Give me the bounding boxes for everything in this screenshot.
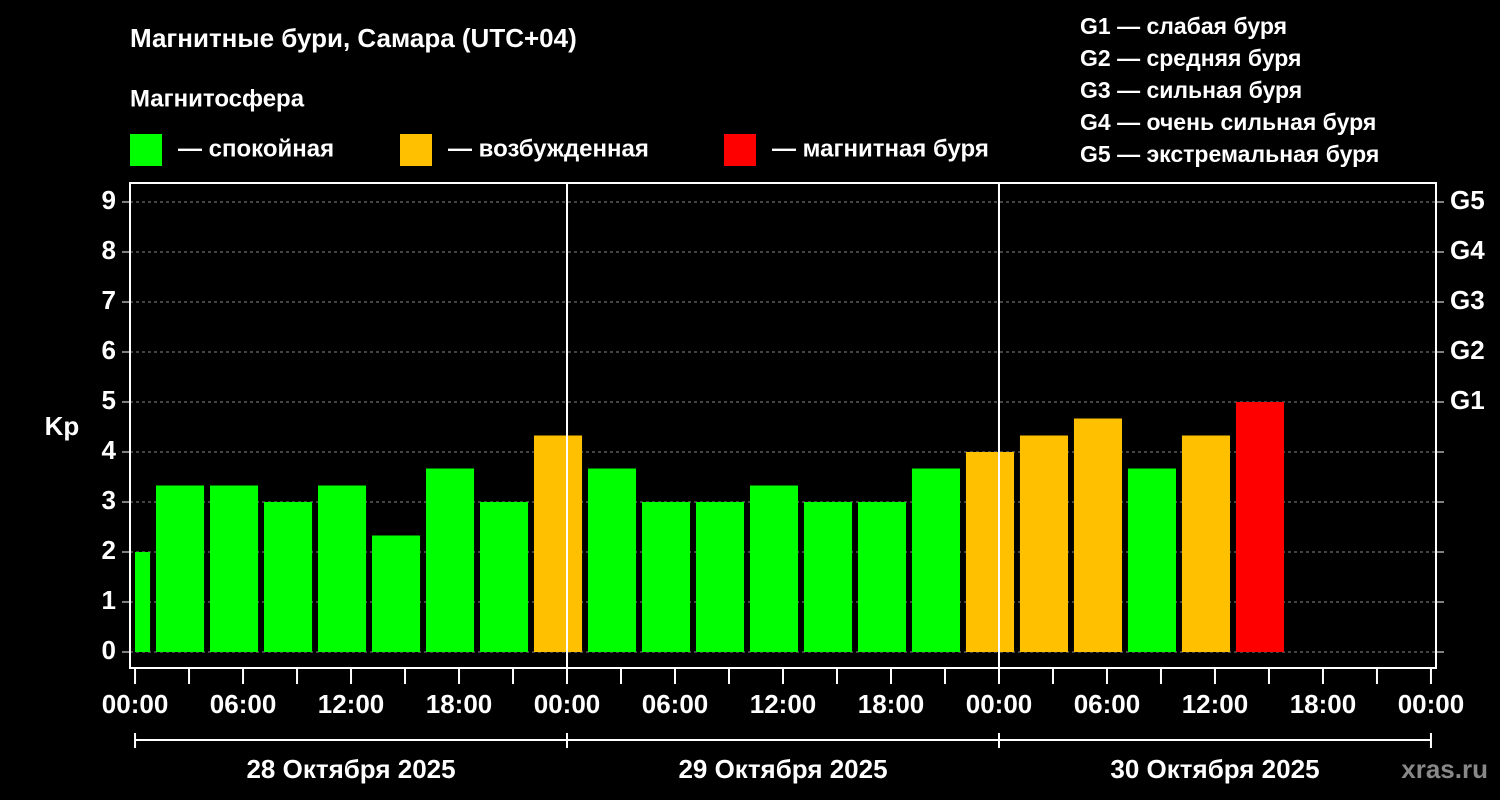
legend-swatch (400, 134, 432, 166)
x-tick-label: 00:00 (102, 689, 169, 719)
bars (135, 402, 1284, 652)
x-tick-label: 12:00 (750, 689, 817, 719)
bar (479, 502, 529, 652)
x-tick-label: 00:00 (966, 689, 1033, 719)
chart-title: Магнитные бури, Самара (UTC+04) (130, 23, 577, 53)
x-tick-label: 00:00 (534, 689, 601, 719)
y2-tick-label: G2 (1450, 335, 1485, 365)
watermark: xras.ru (1401, 754, 1488, 784)
y-tick-label: 8 (102, 235, 116, 265)
y-tick-label: 0 (102, 635, 116, 665)
y-tick-label: 3 (102, 485, 116, 515)
bar (425, 468, 475, 652)
legend-swatch (130, 134, 162, 166)
bar (695, 502, 745, 652)
bar (1073, 418, 1123, 652)
scale-note: G4 — очень сильная буря (1080, 109, 1376, 135)
y-tick-label: 2 (102, 535, 116, 565)
x-tick-label: 12:00 (1182, 689, 1249, 719)
x-tick-label: 06:00 (1074, 689, 1141, 719)
legend-label: — возбужденная (448, 135, 649, 162)
bar (533, 435, 583, 652)
legend-swatch (724, 134, 756, 166)
y-tick-label: 7 (102, 285, 116, 315)
bar (749, 485, 799, 652)
bar (156, 485, 205, 652)
bar (210, 485, 259, 652)
bar (857, 502, 907, 652)
bar (317, 485, 367, 652)
bar (264, 502, 313, 652)
day-label: 29 Октября 2025 (678, 754, 887, 784)
legend-title: Магнитосфера (130, 85, 305, 112)
bar (135, 552, 151, 652)
y-tick-label: 5 (102, 385, 116, 415)
bar (965, 452, 1015, 652)
x-tick-label: 06:00 (210, 689, 277, 719)
x-tick-label: 18:00 (858, 689, 925, 719)
x-tick-label: 12:00 (318, 689, 385, 719)
scale-note: G5 — экстремальная буря (1080, 141, 1379, 167)
bar (1019, 435, 1069, 652)
bar (911, 468, 961, 652)
y-tick-label: 1 (102, 585, 116, 615)
y2-tick-label: G4 (1450, 235, 1485, 265)
y-axis-label: Kp (45, 411, 80, 441)
bar (371, 535, 421, 652)
bar (1181, 435, 1231, 652)
plot-frame (129, 182, 1437, 669)
legend-label: — спокойная (178, 135, 334, 162)
y2-tick-label: G5 (1450, 185, 1485, 215)
bar (641, 502, 691, 652)
scale-note: G1 — слабая буря (1080, 13, 1287, 39)
day-label: 30 Октября 2025 (1110, 754, 1319, 784)
y-tick-label: 4 (102, 435, 117, 465)
y2-tick-label: G3 (1450, 285, 1485, 315)
y-tick-label: 9 (102, 185, 116, 215)
x-tick-label: 18:00 (426, 689, 493, 719)
scale-note: G2 — средняя буря (1080, 45, 1301, 71)
scale-note: G3 — сильная буря (1080, 77, 1302, 103)
x-tick-label: 18:00 (1290, 689, 1357, 719)
bar (1235, 402, 1284, 652)
bar (803, 502, 853, 652)
y-tick-label: 6 (102, 335, 116, 365)
x-tick-label: 06:00 (642, 689, 709, 719)
y2-tick-label: G1 (1450, 385, 1485, 415)
bar (587, 468, 637, 652)
bar (1127, 468, 1177, 652)
x-tick-label: 00:00 (1398, 689, 1465, 719)
day-label: 28 Октября 2025 (246, 754, 455, 784)
legend-label: — магнитная буря (772, 135, 989, 162)
